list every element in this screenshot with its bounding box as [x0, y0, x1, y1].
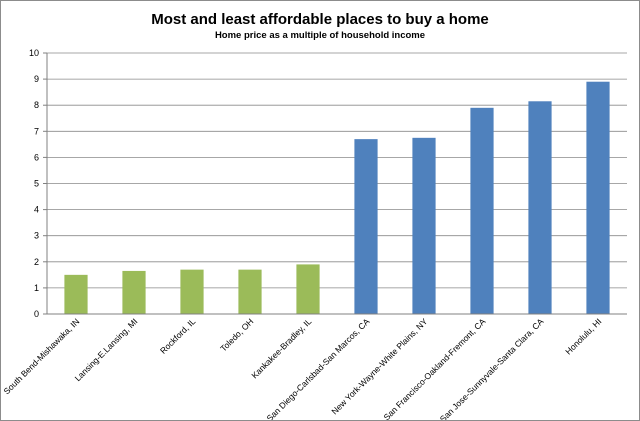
bar	[180, 269, 204, 314]
bars	[64, 81, 610, 315]
y-tick-label: 0	[34, 309, 39, 319]
bar	[586, 81, 610, 315]
bar	[64, 274, 88, 314]
y-tick-label: 6	[34, 152, 39, 162]
bar	[412, 137, 436, 314]
bar	[354, 139, 378, 314]
x-tick-label: San Jose-Sunnyvale-Santa Clara, CA	[438, 316, 546, 420]
y-tick-label: 4	[34, 205, 39, 215]
y-tick-label: 5	[34, 179, 39, 189]
x-tick-label: South Bend-Mishawaka, IN	[2, 316, 82, 396]
y-tick-label: 9	[34, 74, 39, 84]
y-axis-ticks: 0 1 2 3 4 5 6 7 8 9 10	[29, 48, 47, 319]
y-tick-label: 7	[34, 126, 39, 136]
bar	[238, 269, 262, 314]
chart-title: Most and least affordable places to buy …	[151, 11, 489, 28]
bar	[528, 101, 552, 314]
x-tick-label: Rockford, IL	[158, 316, 198, 356]
x-tick-label: San Francisco-Oakland-Fremont, CA	[381, 316, 487, 420]
bar	[296, 264, 320, 314]
bar	[122, 270, 146, 314]
x-axis-labels: South Bend-Mishawaka, INLansing-E.Lansin…	[2, 316, 604, 420]
y-tick-label: 3	[34, 231, 39, 241]
bar	[470, 107, 494, 314]
x-tick-label: San Diego-Carlsbad-San Marcos, CA	[264, 316, 371, 420]
x-tick-label: New York-Wayne-White Plains, NY	[329, 316, 429, 416]
y-tick-label: 8	[34, 100, 39, 110]
x-tick-label: Kankakee-Bradley, IL	[249, 316, 313, 380]
x-tick-label: Honolulu, HI	[563, 316, 603, 356]
x-tick-label: Toledo, OH	[218, 316, 255, 353]
y-tick-label: 10	[29, 48, 39, 58]
x-tick-label: Lansing-E.Lansing, MI	[73, 316, 140, 383]
y-tick-label: 1	[34, 283, 39, 293]
chart-subtitle: Home price as a multiple of household in…	[214, 30, 426, 41]
y-tick-label: 2	[34, 257, 39, 267]
